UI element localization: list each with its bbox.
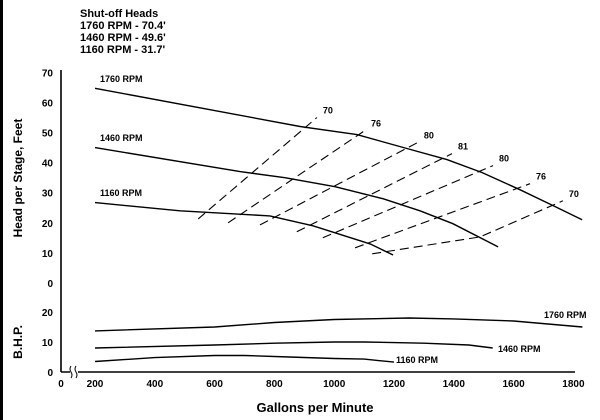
efficiency-label: 70	[323, 105, 333, 115]
head-axis-label: Head per Stage, Feet	[11, 119, 25, 238]
head-curve-1460	[94, 146, 499, 248]
x-tick-label: 1800	[562, 379, 585, 390]
head-curve-label: 1460 RPM	[100, 133, 143, 143]
efficiency-label: 70	[569, 189, 579, 199]
head-curve-label: 1760 RPM	[100, 74, 143, 84]
annotation-line: 1460 RPM - 49.6'	[80, 32, 166, 44]
efficiency-label: 80	[424, 130, 434, 140]
x-tick-label: 400	[146, 379, 163, 390]
left-border	[0, 0, 3, 420]
x-tick-label: 1200	[383, 379, 406, 390]
head-tick-label: 20	[42, 219, 54, 230]
bhp-tick-label: 10	[42, 338, 54, 349]
efficiency-line-80	[259, 141, 419, 226]
efficiency-line-70	[197, 117, 318, 220]
annotation-line: 1760 RPM - 70.4'	[80, 20, 166, 32]
bhp-curve-1760	[94, 317, 583, 332]
x-tick-label: 1600	[502, 379, 525, 390]
head-curve-1160	[94, 201, 394, 256]
axis-break-icon	[69, 365, 78, 379]
head-curve-label: 1160 RPM	[100, 188, 142, 198]
efficiency-label: 76	[536, 172, 546, 182]
efficiency-label: 76	[371, 118, 381, 128]
bhp-tick-label: 20	[42, 308, 54, 319]
bhp-curve-label: 1760 RPM	[544, 310, 587, 320]
efficiency-label: 80	[499, 154, 509, 164]
axis-break-gap	[70, 366, 78, 378]
x-tick-label: 1400	[443, 379, 466, 390]
bhp-curve-label: 1160 RPM	[396, 355, 438, 365]
shutoff-heads-annotation: Shut-off Heads 1760 RPM - 70.4' 1460 RPM…	[80, 8, 166, 56]
x-tick-label: 800	[266, 379, 283, 390]
head-tick-label: 60	[42, 98, 54, 109]
head-tick-label: 10	[42, 249, 54, 260]
head-tick-label: 40	[42, 159, 54, 170]
x-tick-label: 200	[87, 379, 104, 390]
efficiency-line-76	[227, 129, 366, 224]
head-tick-label: 0	[47, 279, 53, 290]
bhp-curve-1460	[94, 341, 493, 349]
x-axis-label: Gallons per Minute	[256, 400, 373, 415]
head-curve-1760	[94, 87, 583, 221]
bhp-axis-label: B.H.P.	[11, 325, 25, 359]
efficiency-line-70	[372, 200, 564, 255]
efficiency-line-80	[322, 165, 494, 239]
head-tick-label: 70	[42, 68, 54, 79]
head-tick-label: 30	[42, 189, 54, 200]
bhp-curve-1160	[94, 354, 395, 363]
x-tick-label: 600	[206, 379, 223, 390]
bhp-tick-label: 0	[47, 368, 53, 379]
annotation-line: 1160 RPM - 31.7'	[80, 44, 166, 56]
x-tick-label: 0	[58, 379, 64, 390]
efficiency-line-76	[354, 183, 531, 249]
annotation-title: Shut-off Heads	[80, 8, 159, 20]
head-tick-label: 50	[42, 129, 54, 140]
efficiency-line-81	[296, 153, 453, 233]
x-tick-label: 1000	[323, 379, 346, 390]
efficiency-label: 81	[458, 142, 468, 152]
bhp-curve-label: 1460 RPM	[498, 344, 541, 354]
